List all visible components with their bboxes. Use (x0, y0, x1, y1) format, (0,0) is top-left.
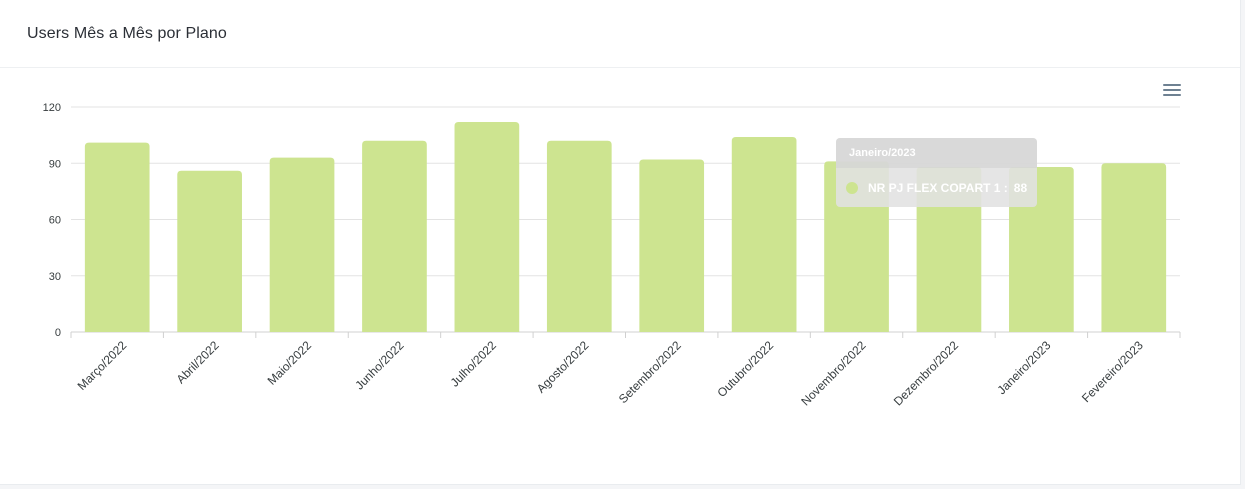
card-header: Users Mês a Mês por Plano (0, 0, 1240, 68)
bar (84, 142, 150, 332)
x-tick-label: Junho/2022 (352, 338, 406, 392)
bar (639, 159, 705, 332)
x-tick-label: Julho/2022 (448, 338, 500, 390)
bar (1009, 167, 1074, 332)
chart-title: Users Mês a Mês por Plano (27, 24, 227, 42)
x-tick-label: Setembro/2022 (616, 338, 684, 406)
x-tick-label: Março/2022 (75, 338, 130, 393)
series-marker-icon (846, 181, 858, 194)
y-tick-label: 120 (43, 102, 61, 114)
chart-area: 0 30 60 90 120 Março/2022 Abril/2022 Maio/2022 J… (0, 69, 1241, 469)
bar (269, 157, 335, 332)
x-tick-label: Outubro/2022 (714, 338, 776, 400)
hamburger-menu-icon[interactable] (1163, 84, 1181, 98)
y-tick-label: 90 (49, 158, 61, 170)
chart-tooltip: Janeiro/2023 NR PJ FLEX COPART 1 : 88 (836, 138, 1037, 207)
tooltip-value: 88 (1013, 180, 1028, 195)
x-tick-label: Agosto/2022 (534, 338, 592, 396)
y-tick-label: 30 (49, 271, 61, 283)
bar (362, 140, 427, 332)
bar (916, 167, 982, 332)
bar (546, 140, 612, 332)
x-tick-label: Maio/2022 (265, 338, 315, 388)
tooltip-row: NR PJ FLEX COPART 1 : 88 (836, 168, 1037, 207)
tooltip-series-label: NR PJ FLEX COPART 1 : (868, 180, 1008, 195)
x-tick-label: Novembro/2022 (798, 338, 869, 409)
y-tick-label: 0 (55, 327, 61, 339)
x-tick-label: Abril/2022 (174, 338, 222, 386)
x-tick-label: Fevereiro/2023 (1079, 338, 1146, 405)
bar (177, 170, 242, 332)
tooltip-title: Janeiro/2023 (836, 138, 1037, 168)
bar (454, 122, 520, 332)
x-tick-label: Dezembro/2022 (891, 338, 962, 409)
x-tick-label: Janeiro/2023 (995, 338, 1054, 397)
y-tick-label: 60 (49, 215, 61, 227)
bar-chart: 0 30 60 90 120 Março/2022 Abril/2022 Maio/2022 J… (43, 102, 1181, 409)
bar (731, 137, 797, 332)
bar (1101, 163, 1167, 332)
